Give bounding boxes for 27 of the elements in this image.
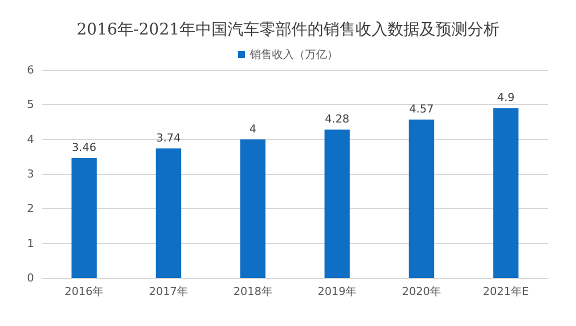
y-tick-label: 1	[27, 236, 34, 250]
data-label: 3.46	[72, 141, 96, 154]
bar	[408, 120, 434, 278]
x-tick-label: 2020年	[402, 285, 441, 298]
chart-title: 2016年-2021年中国汽车零部件的销售收入数据及预测分析	[76, 20, 500, 38]
y-tick-label: 0	[27, 272, 34, 284]
x-tick-label: 2021年E	[482, 285, 529, 298]
data-label: 4	[249, 122, 256, 136]
bar	[324, 130, 350, 278]
y-tick-label: 4	[27, 132, 34, 146]
y-tick-label: 2	[27, 202, 34, 216]
bar	[240, 139, 266, 278]
data-label: 4.28	[324, 112, 350, 126]
y-tick-label: 3	[27, 168, 34, 180]
data-label: 4.57	[409, 102, 434, 116]
x-tick-label: 2018年	[233, 285, 272, 298]
legend-label: 销售收入（万亿）	[249, 48, 338, 61]
data-label: 4.9	[497, 91, 515, 104]
bar	[156, 148, 182, 278]
bar	[493, 108, 518, 278]
y-tick-label: 6	[27, 64, 34, 76]
x-tick-label: 2016年	[64, 285, 104, 298]
data-label: 3.74	[156, 131, 181, 144]
bar	[72, 158, 97, 278]
x-tick-label: 2019年	[318, 285, 357, 298]
y-tick-label: 5	[27, 98, 34, 112]
x-tick-label: 2017年	[149, 285, 188, 298]
